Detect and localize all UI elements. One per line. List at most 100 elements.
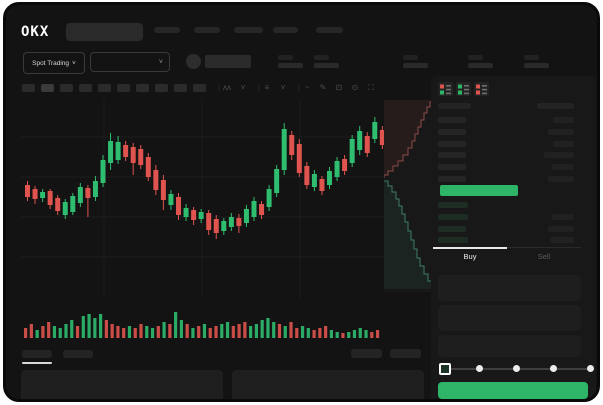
tab-sell[interactable]: Sell [537, 252, 551, 261]
ask-row-amount[interactable] [552, 164, 574, 171]
timeframe-button[interactable] [155, 84, 168, 92]
volume-bar [208, 328, 212, 338]
volume-bar [64, 324, 68, 338]
candle-body [108, 141, 114, 163]
chevron-down-icon[interactable]: ˅ [280, 83, 286, 92]
volume-bar [295, 328, 299, 338]
ask-row-amount[interactable] [553, 140, 574, 147]
timeframe-button[interactable] [79, 84, 92, 92]
candle-body [334, 161, 340, 177]
market-type-dropdown[interactable]: Spot Trading ˅ [23, 52, 85, 74]
ask-row-amount[interactable] [553, 117, 574, 123]
volume-bar [266, 318, 270, 338]
nav-item-placeholder[interactable] [316, 27, 343, 33]
volume-bar [145, 326, 149, 338]
ticker-stat-value [403, 63, 428, 68]
depth-bids-line [384, 180, 434, 289]
candle-body [77, 187, 83, 203]
bottom-tab[interactable] [22, 350, 52, 358]
candlestick-chart[interactable] [21, 99, 384, 299]
orderbook-combined-icon [440, 84, 451, 94]
candle-body [357, 131, 363, 150]
bottom-filter-button[interactable] [351, 349, 382, 358]
volume-bar [127, 326, 132, 338]
icon-line [464, 92, 469, 94]
candle-body [138, 149, 144, 165]
timeframe-button[interactable] [117, 84, 130, 92]
nav-item-placeholder[interactable] [154, 27, 180, 33]
timeframe-button[interactable] [174, 84, 187, 92]
timeframe-button[interactable] [22, 84, 35, 92]
icon-line [482, 84, 487, 87]
draw-icon[interactable]: ✎ [319, 83, 327, 92]
slider-stop[interactable] [587, 365, 594, 372]
candle-body [364, 136, 370, 153]
order-input-field[interactable] [438, 275, 581, 301]
indicators-icon[interactable]: ~ [304, 83, 310, 92]
volume-bar [300, 326, 305, 338]
bottom-tab[interactable] [63, 350, 93, 358]
timeframe-button[interactable] [98, 84, 111, 92]
chart-type-icon[interactable]: ≡ [264, 83, 270, 92]
bid-row-price[interactable] [438, 213, 468, 220]
ask-row-price[interactable] [438, 176, 466, 182]
bottom-filter-button[interactable] [390, 349, 421, 358]
chevron-down-icon: ˅ [72, 59, 76, 67]
trade-tabs: Buy Sell [433, 247, 581, 266]
ask-row-price[interactable] [438, 140, 466, 147]
chevron-down-icon[interactable]: ˅ [240, 83, 246, 92]
bid-row-price[interactable] [438, 237, 468, 244]
bid-row-amount[interactable] [552, 213, 574, 220]
nav-item-placeholder[interactable] [194, 27, 220, 33]
orderbook-bids-icon[interactable] [456, 82, 471, 96]
orderbook-asks-icon[interactable] [474, 82, 489, 96]
bid-row-amount[interactable] [548, 225, 574, 232]
slider-stop[interactable] [439, 363, 451, 375]
fullscreen-icon[interactable]: ⛶ [368, 83, 374, 92]
timeframe-button[interactable] [60, 84, 73, 92]
nav-item-placeholder[interactable] [234, 27, 263, 33]
bid-row-price[interactable] [438, 202, 468, 208]
ask-row-price[interactable] [438, 164, 466, 171]
ask-row-amount[interactable] [544, 152, 574, 159]
timeframe-button[interactable] [41, 84, 54, 92]
tab-buy[interactable]: Buy [433, 247, 507, 266]
ask-row-amount[interactable] [548, 176, 574, 182]
candle-body [289, 135, 295, 155]
volume-bar [24, 328, 28, 338]
ask-row-price[interactable] [438, 152, 466, 159]
last-price-bar[interactable] [440, 185, 518, 196]
slider-stop[interactable] [513, 365, 520, 372]
order-input-field[interactable] [438, 305, 581, 331]
icon-line [464, 88, 469, 90]
candle-body [183, 208, 189, 217]
bottom-panel-placeholder [21, 370, 223, 399]
timeframe-button[interactable] [136, 84, 149, 92]
candle-body [168, 194, 174, 205]
camera-icon[interactable]: ⊡ [335, 83, 343, 92]
volume-bar [110, 324, 114, 338]
candle-body [145, 157, 151, 177]
ask-row-amount[interactable] [548, 128, 574, 135]
order-input-field[interactable] [438, 335, 581, 357]
search-input[interactable] [66, 23, 143, 41]
ask-row-price[interactable] [438, 128, 466, 135]
icon-top-block [476, 84, 480, 88]
pair-dropdown[interactable]: ˅ [90, 52, 170, 72]
orderbook-header-left [438, 103, 471, 109]
candle-body [274, 169, 280, 193]
slider-stop[interactable] [476, 365, 483, 372]
ask-row-price[interactable] [438, 117, 466, 123]
timeframe-button[interactable] [193, 84, 206, 92]
bid-row-amount[interactable] [550, 237, 574, 244]
volume-bar [237, 324, 241, 338]
slider-stop[interactable] [550, 365, 557, 372]
nav-item-placeholder[interactable] [273, 27, 298, 33]
bid-row-price[interactable] [438, 225, 466, 232]
submit-buy-button[interactable] [438, 382, 588, 399]
settings-icon[interactable]: ⊙ [351, 83, 359, 92]
interval-icon[interactable]: ʌʌ [223, 83, 231, 92]
volume-bar [370, 332, 374, 338]
orderbook-combined-icon[interactable] [438, 82, 453, 96]
candle-body [153, 170, 159, 190]
